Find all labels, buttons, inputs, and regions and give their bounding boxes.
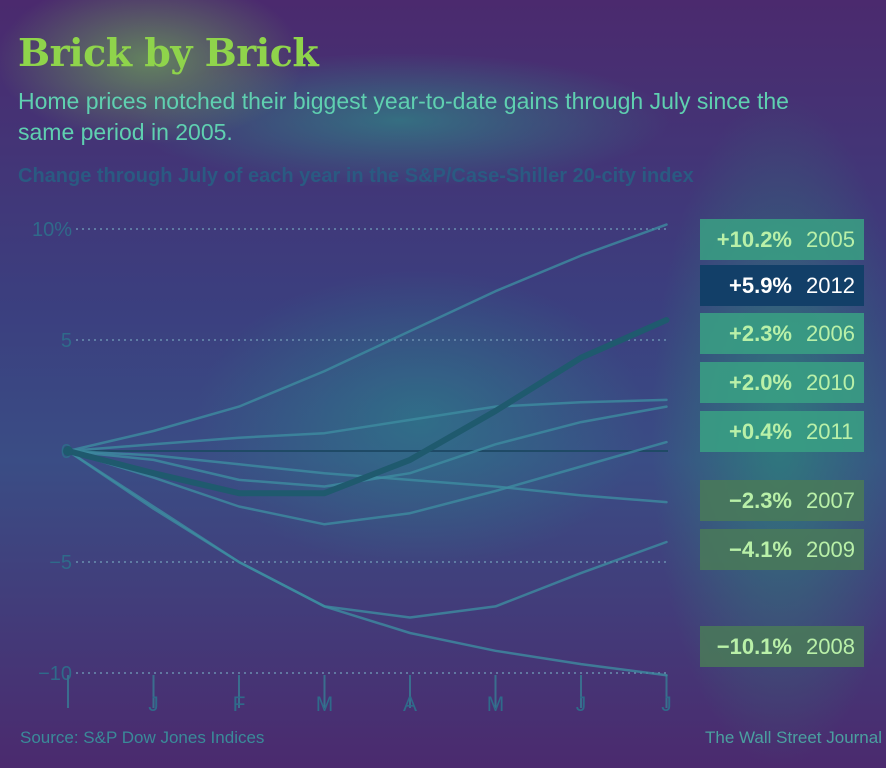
x-tick-label: A: [403, 693, 417, 716]
label-box-2007: [700, 480, 864, 521]
x-tick-label: F: [233, 693, 246, 716]
label-box-2008: [700, 626, 864, 667]
series-value-label: −2.3%: [729, 488, 792, 513]
y-tick-label: 10%: [32, 219, 72, 241]
y-tick-label: −10: [38, 663, 72, 685]
series-line-2012: [65, 317, 670, 497]
series-value-label: +5.9%: [729, 273, 792, 298]
series-name-label: 2009: [806, 537, 855, 562]
series-line-2011: [66, 440, 668, 526]
x-tick-label: M: [316, 693, 334, 716]
origin-point: [63, 446, 73, 456]
series-value-label: +0.4%: [729, 419, 792, 444]
label-box-2011: [700, 411, 864, 452]
series-value-label: +10.2%: [717, 227, 792, 252]
x-tick-label: J: [148, 693, 159, 716]
series-name-label: 2010: [806, 370, 855, 395]
label-box-2012: [700, 265, 864, 306]
series-value-label: −10.1%: [717, 634, 792, 659]
series-name-label: 2011: [806, 419, 853, 444]
series-line-2009: [66, 449, 668, 619]
series-name-label: 2005: [806, 227, 855, 252]
series-name-label: 2012: [806, 273, 855, 298]
y-tick-label: 5: [61, 330, 72, 352]
series-line-2006: [66, 398, 668, 453]
series-line-2010: [66, 405, 668, 488]
label-box-2010: [700, 362, 864, 403]
x-tick-label: J: [576, 693, 587, 716]
series-line-2008: [66, 449, 668, 677]
series-line-2005: [66, 223, 668, 453]
source-note: Source: S&P Dow Jones Indices: [20, 728, 265, 747]
chart-description: Change through July of each year in the …: [18, 165, 694, 187]
series-name-label: 2007: [806, 488, 855, 513]
series-value-label: +2.0%: [729, 370, 792, 395]
y-tick-label: −5: [49, 552, 72, 574]
label-box-2005: [700, 219, 864, 260]
credit-note: The Wall Street Journal: [705, 728, 882, 747]
series-value-label: +2.3%: [729, 321, 792, 346]
x-tick-label: M: [487, 693, 505, 716]
label-box-2006: [700, 313, 864, 354]
chart-title: Brick by Brick: [18, 30, 319, 75]
label-box-2009: [700, 529, 864, 570]
x-tick-label: J: [661, 693, 672, 716]
chart-subtitle: Home prices notched their biggest year-t…: [18, 88, 789, 145]
series-name-label: 2008: [806, 634, 855, 659]
series-value-label: −4.1%: [729, 537, 792, 562]
series-name-label: 2006: [806, 321, 855, 346]
